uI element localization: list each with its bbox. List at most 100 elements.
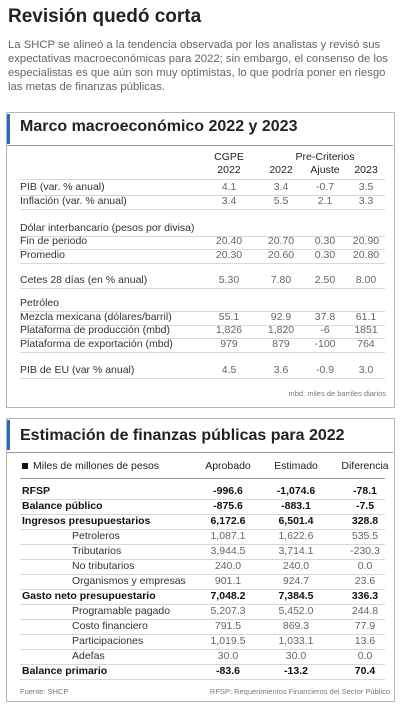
cell-value: 879: [272, 338, 290, 350]
cell-value: 77.9: [354, 620, 376, 632]
row-label: No tributarios: [72, 560, 135, 572]
finanzas-box: [6, 418, 395, 702]
separator: [20, 514, 385, 515]
footer-note: RFSP: Requerimientos Financieros del Sec…: [209, 687, 390, 696]
cell-value: 3,944.5: [210, 545, 246, 557]
column-header: Ajuste: [310, 164, 340, 176]
cell-value: -883.1: [281, 500, 311, 512]
column-header: 2022: [269, 164, 293, 176]
separator: [20, 589, 385, 590]
row-label: Dólar interbancario (pesos por divisa): [20, 222, 195, 234]
cell-value: 8.00: [355, 274, 377, 286]
cell-value: 37.8: [314, 311, 336, 323]
column-header: Estimado: [274, 460, 318, 472]
separator: [20, 499, 385, 500]
row-label: Fin de periodo: [20, 235, 88, 247]
row-label: Costo financiero: [72, 620, 148, 632]
column-header: Diferencia: [341, 460, 389, 472]
separator: [20, 179, 385, 180]
cell-value: 4.1: [221, 181, 237, 193]
separator: [20, 619, 385, 620]
row-label: Organismos y empresas: [72, 575, 186, 587]
cell-value: -0.7: [315, 181, 335, 193]
cell-value: 20.80: [352, 249, 380, 261]
row-label: Mezcla mexicana (dólares/barril): [20, 311, 172, 323]
row-label: PIB de EU (var % anual): [20, 364, 135, 376]
macro-title: Marco macroeconómico 2022 y 2023: [20, 118, 298, 135]
cell-value: 70.4: [354, 665, 376, 677]
cell-value: 336.3: [351, 590, 379, 602]
finanzas-title: Estimación de finanzas públicas para 202…: [20, 427, 345, 444]
cell-value: 3,714.1: [278, 545, 314, 557]
cell-value: 92.9: [270, 311, 292, 323]
separator: [20, 634, 385, 635]
cell-value: 30.0: [285, 650, 307, 662]
cell-value: 7,384.5: [278, 590, 314, 602]
cell-value: 20.70: [267, 235, 295, 247]
cell-value: -0.9: [315, 364, 335, 376]
cell-value: 20.40: [215, 235, 243, 247]
footer-source: Fuente: SHCP: [20, 687, 69, 696]
separator: [20, 649, 385, 650]
cell-value: 764: [357, 338, 375, 350]
cell-value: 3.4: [221, 195, 237, 207]
cell-value: 0.0: [357, 650, 373, 662]
row-label: Plataforma de producción (mbd): [20, 324, 170, 336]
separator: [7, 452, 393, 453]
cell-value: 5,207.3: [210, 605, 246, 617]
cell-value: -78.1: [353, 485, 377, 497]
column-header: 2023: [354, 164, 378, 176]
row-label: Cetes 28 días (en % anual): [20, 274, 148, 286]
separator: [20, 249, 385, 250]
separator: [20, 236, 385, 237]
cell-value: 6,501.4: [278, 515, 314, 527]
cell-value: 5.30: [218, 274, 240, 286]
cell-value: 1,826: [215, 324, 243, 336]
cell-value: 979: [220, 338, 238, 350]
separator: [20, 574, 385, 575]
separator: [20, 664, 385, 665]
cell-value: 1,622.6: [278, 530, 314, 542]
separator: [20, 352, 385, 353]
separator: [20, 288, 385, 289]
separator: [20, 679, 385, 680]
cell-value: 1851: [354, 324, 378, 336]
row-label: Promedio: [20, 249, 65, 261]
cell-value: 23.6: [354, 575, 376, 587]
cell-value: 61.1: [355, 311, 377, 323]
cell-value: 0.0: [357, 560, 373, 572]
cell-value: -100: [314, 338, 336, 350]
cell-value: 13.6: [354, 635, 376, 647]
row-label: Participaciones: [72, 635, 144, 647]
row-label: Adefas: [72, 650, 105, 662]
cell-value: 3.5: [358, 181, 374, 193]
cell-value: 924.7: [282, 575, 310, 587]
cell-value: 5,452.0: [278, 605, 314, 617]
separator: [20, 311, 385, 312]
cell-value: -996.6: [213, 485, 243, 497]
cell-value: 4.5: [221, 364, 237, 376]
cell-value: 3.0: [358, 364, 374, 376]
cell-value: 2.1: [317, 195, 333, 207]
cell-value: 20.60: [267, 249, 295, 261]
cell-value: 3.3: [358, 195, 374, 207]
separator: [20, 209, 385, 210]
cell-value: 7.80: [270, 274, 292, 286]
cell-value: 535.5: [351, 530, 379, 542]
cell-value: 3.4: [273, 181, 289, 193]
separator: [20, 529, 385, 530]
bullet: [22, 463, 28, 469]
cell-value: 240.0: [282, 560, 310, 572]
macro-box: [6, 112, 395, 408]
separator: [20, 338, 385, 339]
cell-value: -83.6: [216, 665, 240, 677]
cell-value: 240.0: [214, 560, 242, 572]
cell-value: 55.1: [218, 311, 240, 323]
cell-value: 7,048.2: [210, 590, 246, 602]
accent: [7, 420, 10, 450]
separator: [20, 195, 385, 196]
cell-value: 0.30: [314, 249, 336, 261]
separator: [20, 544, 385, 545]
cell-value: -875.6: [213, 500, 243, 512]
